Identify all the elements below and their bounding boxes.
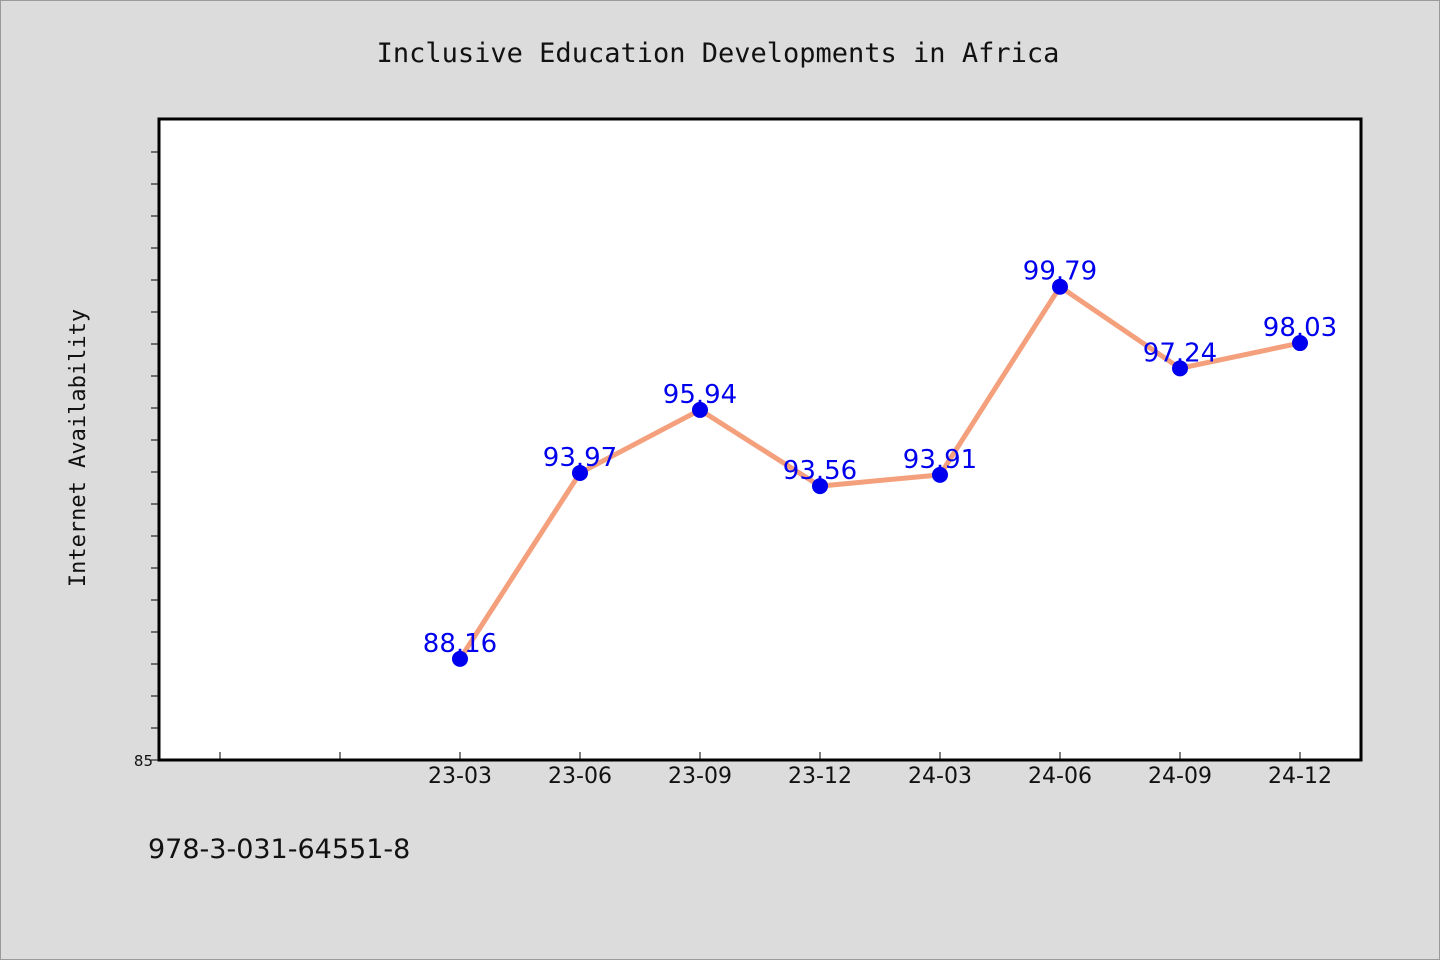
- x-tick-label: 24-12: [1268, 764, 1332, 789]
- data-point: [572, 464, 588, 481]
- data-label: 93.56: [783, 456, 857, 486]
- data-label: 88.16: [423, 629, 497, 659]
- x-tick-label: 23-09: [668, 764, 732, 789]
- y-axis-label: Internet Availability: [66, 309, 91, 587]
- footer-code: 978-3-031-64551-8: [148, 834, 411, 865]
- y-tick-label: 85: [134, 752, 153, 770]
- data-label: 93.97: [543, 443, 617, 473]
- plot-area: [157, 117, 1363, 762]
- x-tick-label: 24-06: [1028, 764, 1092, 789]
- data-point: [692, 401, 708, 418]
- data-point: [1172, 360, 1188, 377]
- data-point: [1292, 335, 1308, 352]
- data-label: 95.94: [663, 380, 737, 410]
- data-label: 99.79: [1023, 257, 1097, 287]
- x-tick-label: 23-12: [788, 764, 852, 789]
- y-axis: 85: [134, 151, 160, 770]
- data-label: 98.03: [1263, 313, 1337, 343]
- x-tick-label: 24-09: [1148, 764, 1212, 789]
- x-tick-label: 23-03: [428, 764, 492, 789]
- data-point: [812, 478, 828, 495]
- chart-title: Inclusive Education Developments in Afri…: [377, 38, 1060, 69]
- data-label: 97.24: [1143, 338, 1217, 368]
- x-tick-label: 24-03: [908, 764, 972, 789]
- data-point: [932, 466, 948, 483]
- x-axis: 23-03 23-06 23-09 23-12 24-03 24-06 24-09 24-12: [219, 752, 1332, 789]
- series-line: [457, 284, 1301, 661]
- data-label: 93.91: [903, 445, 977, 475]
- data-point: [452, 650, 468, 667]
- series-group: 88.16 93.97 95.94 93.56 93.91 99.79 97.24 98.03: [423, 257, 1337, 667]
- data-point: [1052, 278, 1068, 295]
- x-tick-label: 23-06: [548, 764, 612, 789]
